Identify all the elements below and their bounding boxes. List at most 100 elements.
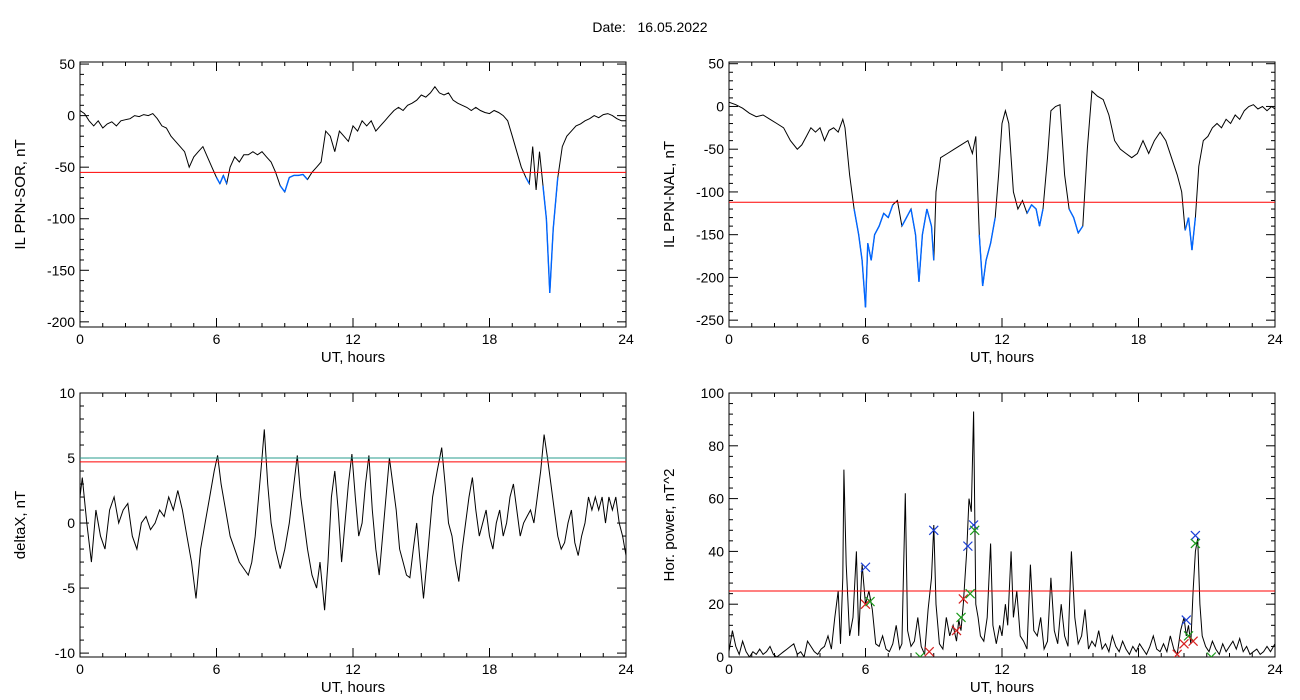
y-tick-label: -150 [696,227,724,243]
x-tick-label: 12 [345,331,361,347]
y-tick-label: 0 [716,98,724,114]
event-marker [915,652,926,657]
event-marker [865,596,875,607]
y-tick-label: -50 [704,141,724,157]
series-line [80,85,626,294]
x-axis-label: UT, hours [970,679,1034,696]
series-line [729,90,1275,308]
y-axis-label: IL PPN-SOR, nT [12,139,29,249]
below-threshold-segment [552,177,559,230]
below-threshold-segment [525,177,530,185]
x-tick-label: 12 [345,661,361,677]
below-threshold-segment [1038,208,1044,227]
event-marker [956,612,966,623]
below-threshold-segment [1068,208,1075,218]
below-threshold-segment [215,177,221,185]
below-threshold-segment [978,234,984,287]
below-threshold-segment [1187,217,1193,251]
plot-frame [728,392,1276,658]
below-threshold-segment [914,234,920,282]
below-threshold-segment [1077,225,1084,234]
x-axis-label: UT, hours [321,679,385,696]
below-threshold-segment [918,234,924,282]
below-threshold-segment [926,208,933,227]
y-tick-label: 0 [67,515,75,531]
below-threshold-segment [284,177,290,193]
y-tick-label: -100 [696,184,724,200]
page-title: Date: 16.05.2022 [592,19,708,35]
x-tick-label: 24 [618,661,634,677]
plot-area [80,429,626,611]
below-threshold-segment [864,243,869,308]
below-threshold-segment [302,173,309,181]
below-threshold-segment [549,229,554,294]
y-tick-label: -150 [47,262,75,278]
below-threshold-segment [989,217,996,244]
below-threshold-segment [901,217,908,227]
y-tick-label: -10 [55,645,75,661]
y-tick-label: -100 [47,211,75,227]
below-threshold-segment [985,243,992,261]
x-tick-label: 6 [213,331,221,347]
x-tick-label: 6 [862,331,870,347]
below-threshold-segment [298,173,304,177]
x-tick-label: 12 [994,661,1010,677]
plot-area [729,411,1275,657]
y-tick-label: -200 [696,269,724,285]
event-marker [860,562,871,573]
y-tick-label: 50 [59,56,75,72]
y-tick-label: -200 [47,314,75,330]
event-marker [965,588,976,599]
x-tick-label: 18 [1131,331,1147,347]
series-line [80,429,626,611]
plot-area [80,85,626,294]
x-tick-label: 18 [482,661,498,677]
event-marker [962,541,973,552]
below-threshold-segment [870,234,876,261]
y-tick-label: 0 [716,649,724,665]
event-marker [951,625,962,636]
below-threshold-segment [930,226,935,261]
below-threshold-segment [1026,204,1033,214]
plot-area [729,90,1275,308]
event-marker [1179,638,1189,649]
event-marker [1206,652,1217,657]
y-tick-label: 100 [701,385,725,401]
x-tick-label: 0 [725,661,733,677]
event-marker [860,599,871,610]
y-tick-label: 20 [708,596,724,612]
event-marker [1181,615,1192,625]
below-threshold-segment [219,175,224,184]
x-axis-label: UT, hours [970,349,1034,366]
below-threshold-segment [279,185,286,193]
below-threshold-segment [878,213,885,227]
y-axis-label: IL PPN-NAL, nT [661,141,678,248]
below-threshold-segment [1072,217,1079,234]
event-marker [1190,530,1201,541]
below-threshold-segment [857,234,863,261]
x-tick-label: 18 [1131,661,1147,677]
x-tick-label: 0 [76,661,84,677]
y-tick-label: 10 [59,385,75,401]
y-tick-label: 5 [67,450,75,466]
x-tick-label: 6 [862,661,870,677]
below-threshold-segment [981,260,987,287]
x-tick-label: 6 [213,661,221,677]
event-marker [928,525,939,536]
x-tick-label: 24 [1267,661,1283,677]
below-threshold-segment [867,243,872,261]
below-threshold-segment [887,204,894,218]
y-tick-label: 80 [708,438,724,454]
below-threshold-segment [1035,208,1041,227]
y-axis-label: deltaX, nT [12,491,29,559]
below-threshold-segment [861,260,867,308]
event-marker [924,646,935,657]
below-threshold-segment [905,208,912,218]
event-marker [969,525,980,536]
event-marker [1190,538,1201,549]
plot-frame [728,61,1276,328]
chart-power: 100 80 60 40 20 00 6 12 18 24 UT, hours Hor. power,… [661,385,1283,696]
below-threshold-segment [222,175,228,184]
